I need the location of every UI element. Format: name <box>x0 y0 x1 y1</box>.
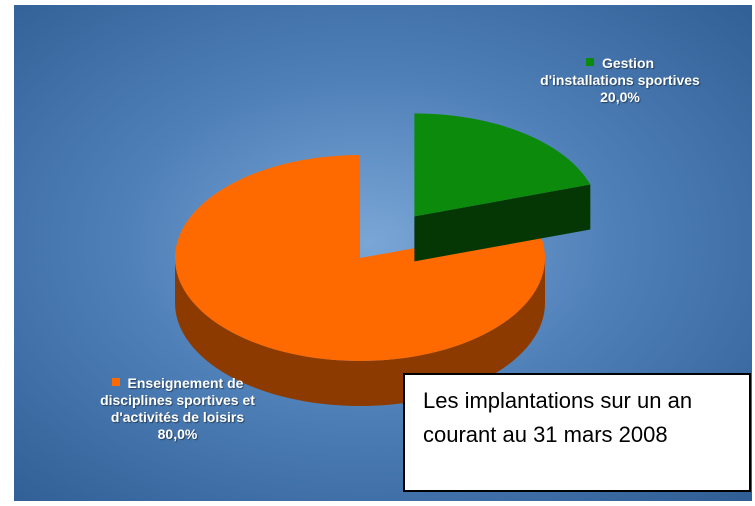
slice-name: Gestion d'installations sportives <box>540 55 700 88</box>
legend-swatch <box>111 378 120 386</box>
slice-value: 20,0% <box>600 89 640 105</box>
slice-label: Enseignement de disciplines sportives et… <box>95 375 260 443</box>
slice-value: 80,0% <box>157 426 198 442</box>
slice-face <box>414 184 591 262</box>
slice-name: Enseignement de disciplines sportives et… <box>100 375 255 425</box>
slice-side <box>175 258 545 406</box>
legend-swatch <box>585 58 594 66</box>
annotation: Les implantations sur un an courant au 3… <box>423 388 693 447</box>
pie-slice <box>414 113 591 217</box>
pie-slice <box>174 155 545 362</box>
annotation-box: Les implantations sur un an courant au 3… <box>403 373 751 492</box>
slice-label: Gestion d'installations sportives 20,0% <box>540 55 700 106</box>
